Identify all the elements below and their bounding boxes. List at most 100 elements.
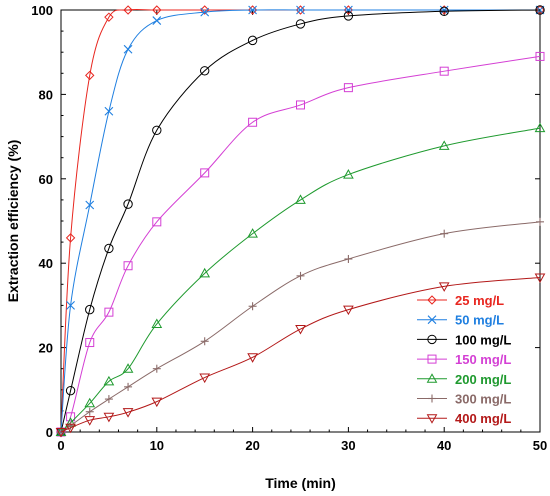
legend-marker bbox=[427, 334, 437, 345]
y-tick-label: 20 bbox=[39, 341, 53, 356]
series-150-mg-l bbox=[56, 51, 545, 437]
data-point bbox=[296, 271, 305, 280]
data-point bbox=[85, 304, 95, 315]
series-300-mg-l bbox=[57, 217, 544, 436]
data-point bbox=[104, 307, 114, 317]
x-tick-label: 40 bbox=[437, 438, 451, 453]
legend-marker bbox=[427, 295, 437, 305]
data-point bbox=[343, 305, 354, 316]
y-tick-label: 60 bbox=[39, 172, 53, 187]
data-point bbox=[123, 5, 133, 15]
series-line bbox=[60, 9, 541, 433]
series-line bbox=[60, 8, 540, 433]
data-point bbox=[247, 228, 258, 238]
x-axis-title: Time (min) bbox=[265, 475, 336, 491]
legend-label: 400 mg/L bbox=[455, 411, 511, 426]
legend-marker bbox=[426, 373, 438, 383]
data-point bbox=[151, 397, 163, 408]
data-point bbox=[248, 5, 257, 15]
data-point bbox=[248, 117, 258, 127]
data-point bbox=[535, 51, 545, 61]
legend-entry: 300 mg/L bbox=[417, 392, 511, 407]
legend-entry: 150 mg/L bbox=[417, 352, 511, 367]
data-point bbox=[123, 261, 133, 271]
data-point bbox=[104, 395, 113, 404]
legend-label: 200 mg/L bbox=[455, 372, 511, 387]
y-axis-title: Extraction efficiency (%) bbox=[5, 140, 21, 303]
data-point bbox=[296, 5, 305, 15]
data-point bbox=[123, 199, 133, 209]
series-line bbox=[60, 9, 540, 433]
data-point bbox=[152, 16, 162, 25]
data-point bbox=[55, 428, 67, 438]
data-point bbox=[104, 243, 114, 254]
data-point bbox=[343, 11, 354, 21]
x-tick-label: 0 bbox=[57, 438, 64, 453]
data-point bbox=[199, 373, 211, 384]
legend-label: 100 mg/L bbox=[455, 332, 511, 347]
y-tick-label: 0 bbox=[46, 425, 53, 440]
data-point bbox=[440, 229, 449, 238]
legend-label: 300 mg/L bbox=[455, 392, 511, 407]
data-point bbox=[124, 382, 133, 391]
legend-entry: 50 mg/L bbox=[417, 313, 504, 328]
data-point bbox=[84, 416, 96, 426]
data-point bbox=[343, 83, 353, 93]
data-point bbox=[85, 338, 95, 348]
legend-entry: 400 mg/L bbox=[417, 411, 511, 426]
data-point bbox=[200, 7, 210, 17]
legend-marker bbox=[427, 354, 437, 364]
data-point bbox=[199, 267, 211, 278]
data-point bbox=[248, 302, 257, 311]
series-line bbox=[60, 127, 541, 433]
data-point bbox=[152, 125, 162, 135]
data-point bbox=[103, 375, 115, 386]
data-point bbox=[65, 423, 76, 434]
data-point bbox=[65, 233, 76, 243]
x-tick-label: 30 bbox=[341, 438, 355, 453]
data-point bbox=[85, 407, 94, 416]
y-tick-label: 40 bbox=[39, 256, 53, 271]
legend-entry: 25 mg/L bbox=[417, 293, 504, 308]
legend-label: 25 mg/L bbox=[455, 293, 504, 308]
data-point bbox=[534, 122, 546, 133]
data-point bbox=[439, 5, 449, 15]
data-point bbox=[122, 408, 134, 418]
data-point bbox=[438, 140, 450, 150]
data-point bbox=[200, 168, 210, 178]
data-point bbox=[200, 66, 210, 76]
data-point bbox=[438, 282, 450, 292]
data-point bbox=[439, 6, 449, 16]
data-point bbox=[151, 318, 163, 328]
data-point bbox=[152, 5, 162, 15]
legend-label: 150 mg/L bbox=[455, 352, 511, 367]
data-point bbox=[439, 5, 449, 15]
data-point bbox=[295, 19, 306, 29]
data-point bbox=[295, 194, 306, 204]
data-point bbox=[535, 5, 545, 15]
data-point bbox=[295, 5, 306, 15]
data-point bbox=[439, 66, 449, 76]
data-point bbox=[247, 35, 258, 46]
series-line bbox=[60, 277, 541, 433]
data-point bbox=[103, 412, 115, 423]
legend-entry: 100 mg/L bbox=[417, 332, 511, 347]
series-400-mg-l bbox=[55, 273, 546, 438]
data-point bbox=[152, 217, 162, 227]
legend-marker bbox=[428, 394, 436, 403]
y-tick-label: 80 bbox=[39, 87, 53, 102]
y-tick-label: 100 bbox=[31, 3, 53, 18]
data-point bbox=[85, 200, 95, 210]
data-point bbox=[104, 106, 114, 116]
data-point bbox=[123, 44, 133, 54]
data-point bbox=[66, 421, 75, 430]
legend-label: 50 mg/L bbox=[455, 313, 504, 328]
legend-marker bbox=[427, 315, 437, 325]
data-point bbox=[247, 353, 258, 363]
data-point bbox=[344, 254, 353, 263]
data-point bbox=[343, 169, 354, 179]
x-tick-label: 50 bbox=[533, 438, 547, 453]
data-point bbox=[104, 12, 114, 22]
data-point bbox=[152, 364, 161, 373]
